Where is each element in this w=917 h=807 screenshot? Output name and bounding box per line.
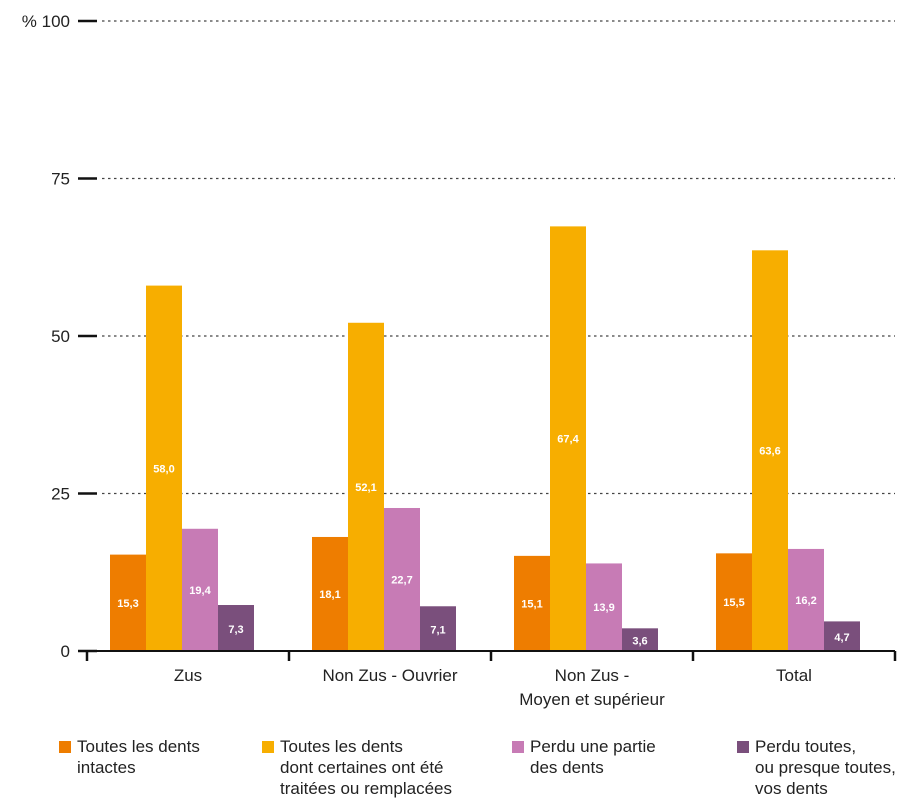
- legend-item: Perdu toutes, ou presque toutes, vos den…: [737, 736, 896, 799]
- data-label: 16,2: [795, 595, 816, 607]
- legend-swatch: [512, 741, 524, 753]
- bar: [550, 226, 586, 651]
- x-tick-label: Total: [776, 666, 812, 685]
- bar: [218, 605, 254, 651]
- legend-item: Toutes les dents intactes: [59, 736, 200, 778]
- legend-label: Perdu toutes, ou presque toutes, vos den…: [755, 737, 896, 798]
- bar: [146, 285, 182, 651]
- bar: [420, 606, 456, 651]
- y-tick-label: 0: [61, 642, 70, 661]
- bar-chart: 0 25 50 75 % 100 15,3 58,0 19,4 7,3 18,1 52,1 22,7…: [22, 12, 897, 709]
- y-tick-label: 25: [51, 485, 70, 504]
- data-label: 67,4: [557, 434, 579, 446]
- bar: [514, 555, 550, 651]
- legend-swatch: [262, 741, 274, 753]
- bar: [716, 553, 752, 651]
- data-label: 52,1: [355, 482, 376, 494]
- data-label: 63,6: [759, 446, 780, 458]
- legend-swatch: [59, 741, 71, 753]
- legend: Toutes les dents intactes Toutes les dent…: [0, 736, 917, 807]
- bar: [586, 563, 622, 651]
- data-label: 58,0: [153, 463, 174, 475]
- data-label: 7,1: [430, 625, 445, 637]
- data-label: 15,3: [117, 598, 138, 610]
- legend-label: Perdu une partie des dents: [530, 737, 656, 777]
- data-label: 22,7: [391, 574, 412, 586]
- data-label: 15,5: [723, 597, 744, 609]
- legend-item: Toutes les dents dont certaines ont été …: [262, 736, 452, 799]
- data-label: 13,9: [593, 602, 614, 614]
- x-tick-label: Non Zus - Ouvrier: [322, 666, 457, 685]
- bar: [788, 548, 824, 651]
- bar: [182, 528, 218, 651]
- x-axis: Zus Non Zus - Ouvrier Non Zus -Moyen et su…: [85, 650, 897, 709]
- data-label: 3,6: [632, 636, 647, 648]
- data-label: 19,4: [189, 585, 211, 597]
- y-tick-label: 50: [51, 327, 70, 346]
- y-tick-label: 75: [51, 170, 70, 189]
- bar: [348, 322, 384, 651]
- x-tick-label: Zus: [174, 666, 202, 685]
- x-tick-label: Non Zus -Moyen et supérieur: [519, 666, 665, 709]
- bars: 15,3 58,0 19,4 7,3 18,1 52,1 22,7 7,1 15,1 67,4 13…: [110, 226, 860, 651]
- legend-swatch: [737, 741, 749, 753]
- bar: [824, 621, 860, 651]
- data-label: 7,3: [228, 624, 243, 636]
- y-tick-label: % 100: [22, 12, 70, 31]
- data-label: 15,1: [521, 598, 542, 610]
- bar: [752, 250, 788, 651]
- legend-label: Toutes les dents intactes: [77, 737, 200, 777]
- bar: [312, 536, 348, 651]
- data-label: 18,1: [319, 589, 340, 601]
- y-axis: 0 25 50 75 % 100: [22, 12, 97, 661]
- bar: [384, 507, 420, 651]
- bar: [110, 554, 146, 651]
- data-label: 4,7: [834, 632, 849, 644]
- legend-item: Perdu une partie des dents: [512, 736, 656, 778]
- legend-label: Toutes les dents dont certaines ont été …: [280, 737, 452, 798]
- bar: [622, 628, 658, 651]
